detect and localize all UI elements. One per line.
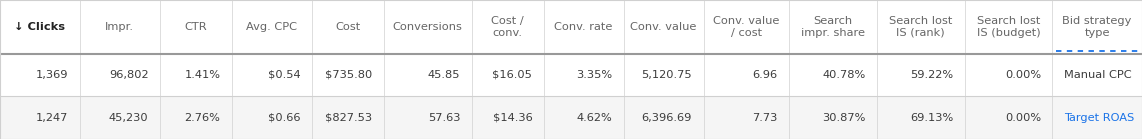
Text: Conv. value: Conv. value [630,22,697,32]
Text: 7.73: 7.73 [753,113,778,123]
Text: Cost: Cost [336,22,361,32]
Text: 1,247: 1,247 [37,113,69,123]
Text: 45.85: 45.85 [428,70,460,80]
Text: 6,396.69: 6,396.69 [642,113,692,123]
Text: 57.63: 57.63 [428,113,460,123]
Text: 3.35%: 3.35% [576,70,612,80]
Bar [0,96,1142,139]
Text: 69.13%: 69.13% [910,113,954,123]
Text: Conv. value
/ cost: Conv. value / cost [714,16,780,38]
Text: $0.66: $0.66 [268,113,300,123]
Text: ↓ Clicks: ↓ Clicks [15,22,65,32]
Text: $16.05: $16.05 [492,70,532,80]
Text: 30.87%: 30.87% [822,113,866,123]
Text: 4.62%: 4.62% [577,113,612,123]
Text: Conv. rate: Conv. rate [555,22,613,32]
Text: 0.00%: 0.00% [1005,70,1042,80]
Text: 0.00%: 0.00% [1005,113,1042,123]
Text: $14.36: $14.36 [492,113,532,123]
Text: 2.76%: 2.76% [185,113,220,123]
Text: $0.54: $0.54 [267,70,300,80]
Text: Cost /
conv.: Cost / conv. [491,16,524,38]
Text: 1,369: 1,369 [37,70,69,80]
Text: 1.41%: 1.41% [185,70,220,80]
Text: CTR: CTR [185,22,207,32]
Text: 6.96: 6.96 [753,70,778,80]
Text: Target ROAS: Target ROAS [1064,113,1134,123]
Text: 45,230: 45,230 [108,113,148,123]
Text: $735.80: $735.80 [325,70,372,80]
Text: Search lost
IS (rank): Search lost IS (rank) [890,16,952,38]
Text: Search
impr. share: Search impr. share [802,16,866,38]
Text: Manual CPC: Manual CPC [1064,70,1132,80]
Text: 59.22%: 59.22% [910,70,954,80]
Bar [0,54,1142,96]
Bar [0,0,1142,54]
Text: Search lost
IS (budget): Search lost IS (budget) [976,16,1040,38]
Text: 40.78%: 40.78% [822,70,866,80]
Text: $827.53: $827.53 [325,113,372,123]
Text: 5,120.75: 5,120.75 [642,70,692,80]
Text: Avg. CPC: Avg. CPC [247,22,297,32]
Text: Conversions: Conversions [393,22,463,32]
Text: 96,802: 96,802 [108,70,148,80]
Text: Impr.: Impr. [105,22,135,32]
Text: Bid strategy
type: Bid strategy type [1062,16,1132,38]
